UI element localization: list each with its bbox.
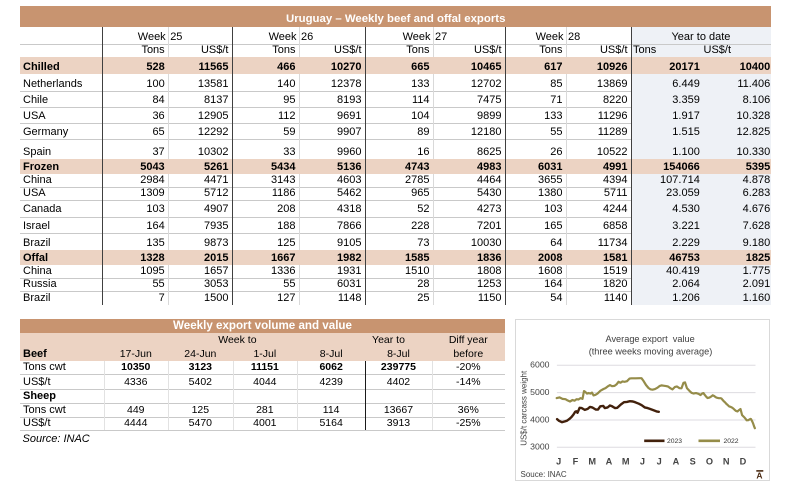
svg-text:US$/t carcass weight: US$/t carcass weight (519, 370, 528, 446)
svg-text:J: J (556, 456, 561, 466)
svg-text:Souce: INAC: Souce: INAC (520, 469, 566, 478)
svg-text:Average export value: Average export value (605, 334, 694, 344)
svg-text:4000: 4000 (530, 414, 549, 424)
svg-text:F: F (572, 456, 578, 466)
svg-text:A: A (756, 470, 762, 480)
svg-text:(three weeks moving average): (three weeks moving average) (588, 346, 712, 356)
svg-text:D: D (739, 456, 746, 466)
svg-text:6000: 6000 (530, 359, 549, 369)
svg-text:M: M (621, 456, 629, 466)
svg-text:2022: 2022 (723, 438, 738, 445)
svg-text:5000: 5000 (530, 387, 549, 397)
svg-text:J: J (656, 456, 661, 466)
svg-text:S: S (689, 456, 695, 466)
svg-text:3000: 3000 (530, 441, 549, 451)
svg-text:A: A (605, 456, 612, 466)
svg-text:N: N (722, 456, 729, 466)
svg-text:M: M (588, 456, 596, 466)
svg-text:A: A (672, 456, 679, 466)
svg-text:O: O (705, 456, 712, 466)
svg-text:2023: 2023 (666, 438, 681, 445)
svg-text:J: J (639, 456, 644, 466)
